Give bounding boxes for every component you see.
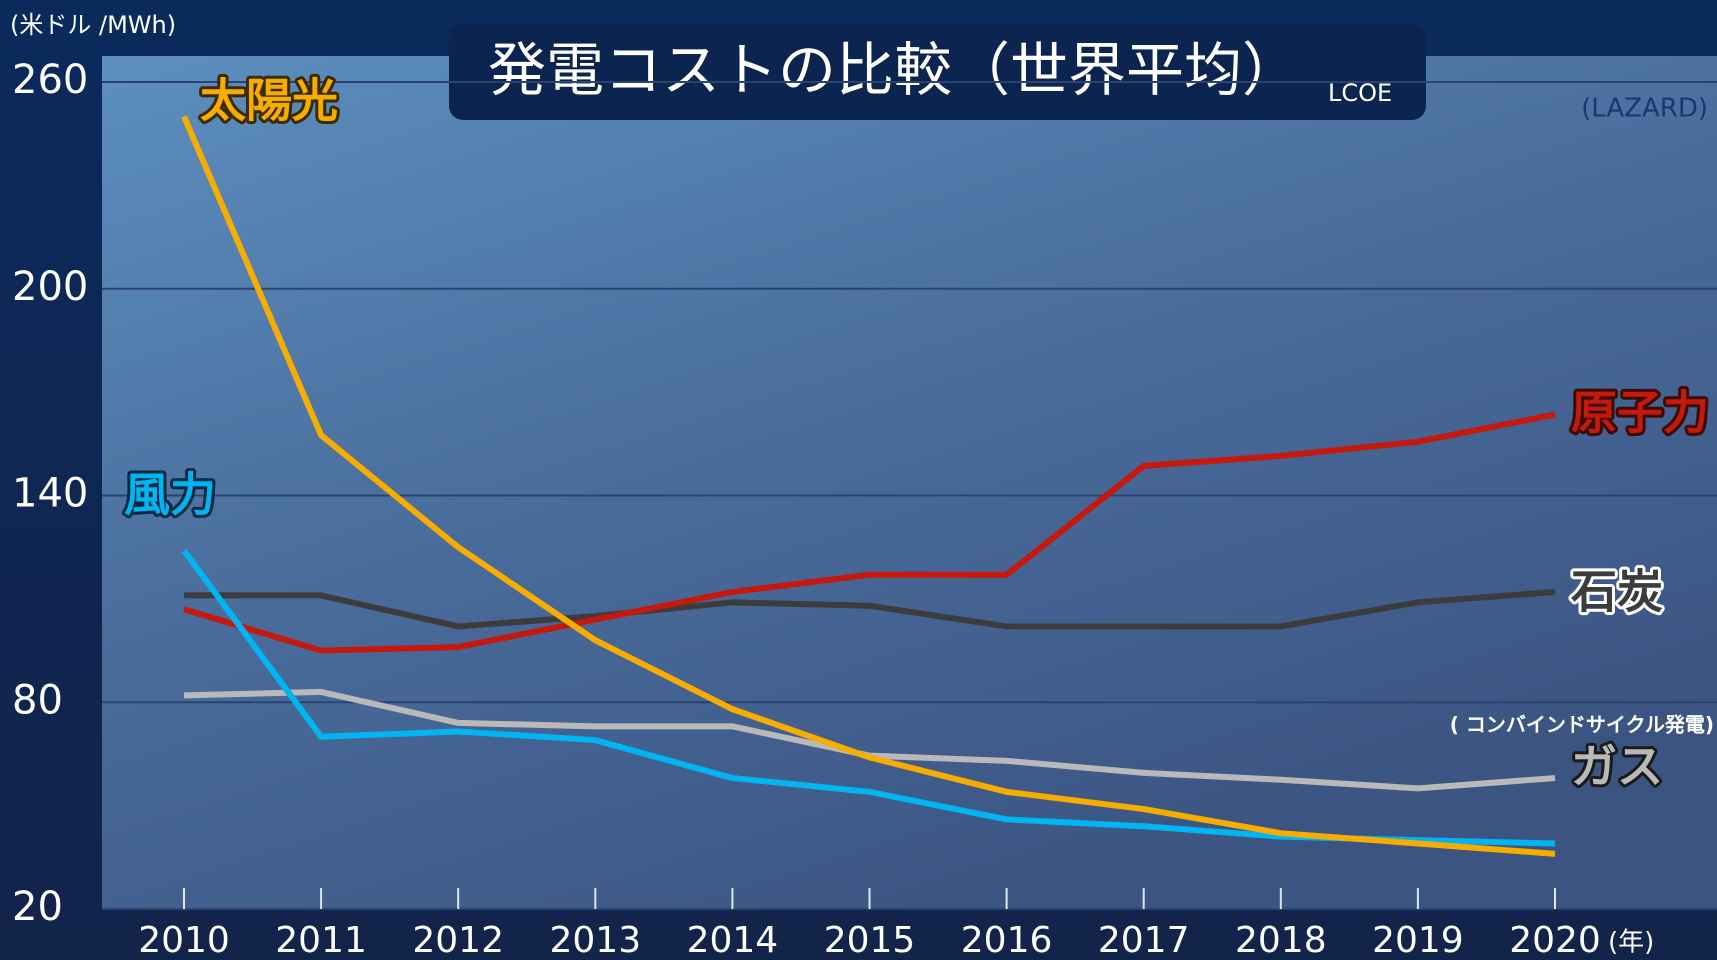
series-line: [181, 115, 1556, 857]
x-tick-label: 2014: [687, 920, 779, 960]
x-unit: (年): [1608, 928, 1654, 958]
x-tick-label: 2012: [412, 920, 504, 960]
annotation: ( コンバインドサイクル発電): [1450, 713, 1714, 737]
series-line: [184, 588, 1556, 630]
y-axis-label: (米ドル /MWh): [10, 11, 176, 39]
x-tick-label: 2015: [824, 920, 916, 960]
y-tick-label: 260: [12, 57, 88, 103]
y-tick-label: 140: [12, 471, 88, 517]
series-line: [183, 411, 1556, 654]
x-tick-label: 2018: [1235, 920, 1327, 960]
source: (LAZARD): [1581, 94, 1708, 124]
y-tick-label: 80: [12, 677, 63, 723]
series-label: 太陽光: [200, 74, 338, 128]
chart-subtitle: LCOE: [1328, 79, 1392, 107]
chart-title: 発電コストの比較（世界平均）: [488, 36, 1300, 104]
x-tick-label: 2020: [1509, 920, 1601, 960]
series-label: 原子力: [1571, 386, 1709, 440]
x-tick-label: 2017: [1098, 920, 1190, 960]
series-label: ガス: [1571, 740, 1663, 794]
series-label: 石炭: [1571, 565, 1663, 619]
y-tick-label: 200: [12, 264, 88, 310]
plot-area: [102, 56, 1717, 909]
series-label: 風力: [124, 468, 216, 522]
x-tick-label: 2019: [1372, 920, 1464, 960]
x-tick-label: 2013: [549, 920, 641, 960]
y-tick-label: 20: [12, 884, 63, 930]
x-tick-label: 2010: [138, 920, 230, 960]
x-tick-label: 2011: [275, 920, 367, 960]
title-box: [449, 24, 1426, 120]
x-tick-label: 2016: [961, 920, 1053, 960]
